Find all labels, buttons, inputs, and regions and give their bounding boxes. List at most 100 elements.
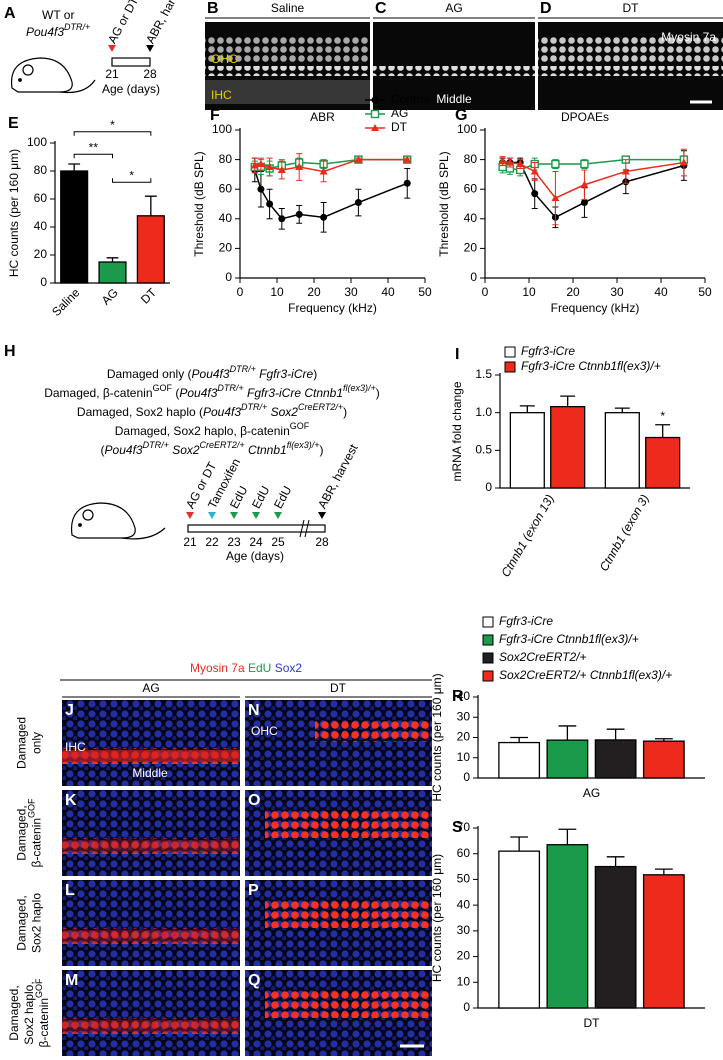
text-segment: ) <box>313 367 317 381</box>
panel-letter: H <box>4 343 16 360</box>
y-tick-label: 0 <box>463 1000 470 1014</box>
event-label: ABR, harvest <box>143 0 189 46</box>
point <box>266 200 274 208</box>
point <box>354 155 363 163</box>
column-header: AG <box>142 681 159 695</box>
text-segment: Damaged only ( <box>107 367 192 381</box>
superscript: fl(ex3)/+ <box>287 440 320 450</box>
row-label: only <box>30 732 44 754</box>
superscript: DTR/+ <box>64 22 90 32</box>
point <box>319 167 328 175</box>
chart-title: ABR <box>310 110 335 124</box>
x-tick-label: 20 <box>307 285 321 299</box>
panel-letter: S <box>452 819 463 836</box>
legend-label: DT <box>391 120 408 134</box>
point <box>580 180 589 188</box>
superscript: fl(ex3)/+ <box>343 383 376 393</box>
bar <box>546 739 589 779</box>
significance-bracket <box>73 131 152 136</box>
bar <box>642 740 685 779</box>
point <box>278 215 286 223</box>
y-tick-label: 1.5 <box>475 367 492 381</box>
image-label: Middle <box>436 92 472 106</box>
point <box>320 213 328 221</box>
superscript: GOF <box>34 978 44 998</box>
image-label: Myosin 7a <box>661 30 716 44</box>
y-tick-label: 70 <box>457 820 471 834</box>
panel-letter: E <box>8 115 19 132</box>
micrograph-ihc <box>62 928 240 944</box>
text-segment: Ctnnb1 <box>245 443 287 457</box>
superscript: DTR/+ <box>217 383 243 393</box>
row-label: β-cateninGOF <box>27 798 44 868</box>
x-tick-label: 50 <box>698 285 712 299</box>
y-tick-label: 10 <box>457 974 471 988</box>
x-tick-label: AG <box>583 786 600 800</box>
text-segment: Damaged, <box>15 805 29 860</box>
superscript: GOF <box>27 798 37 818</box>
micrograph-nuclei <box>62 790 240 876</box>
error-bar <box>614 407 630 413</box>
image-label: IHC <box>211 88 232 102</box>
micrograph-haze <box>205 80 370 104</box>
micrograph-ohc <box>265 990 432 1018</box>
superscript: GOF <box>290 421 310 431</box>
point <box>551 159 560 169</box>
point <box>621 167 630 175</box>
legend-swatch <box>482 616 494 628</box>
micrograph-ihc <box>62 838 240 854</box>
error-bar <box>654 868 673 875</box>
y-tick-label: 40 <box>219 211 233 225</box>
point <box>580 159 589 169</box>
point <box>505 158 514 166</box>
micrograph-cells <box>205 36 370 63</box>
age: 22 <box>205 535 219 549</box>
event-marker <box>208 512 216 519</box>
superscript: DTR/+ <box>143 440 169 450</box>
y-tick-label: 80 <box>464 152 478 166</box>
bar <box>498 741 541 779</box>
panel-letter: J <box>65 702 74 719</box>
point <box>403 179 411 187</box>
series-line <box>502 161 685 219</box>
x-tick-label: DT <box>138 285 160 307</box>
axis <box>484 128 705 279</box>
row-label: Damaged, <box>15 805 29 860</box>
x-axis-label: Frequency (kHz) <box>288 301 377 315</box>
bar <box>594 865 637 1009</box>
point <box>257 185 265 193</box>
text-segment: Sox2 haplo <box>30 893 44 953</box>
stain: Myosin 7a <box>190 661 245 675</box>
age: 24 <box>249 535 263 549</box>
axis-label: Age (days) <box>226 549 284 563</box>
point <box>371 124 379 131</box>
panel-letter: D <box>540 0 552 17</box>
micrograph-cells <box>373 66 535 76</box>
error-bar <box>144 195 157 216</box>
y-tick-label: 20 <box>457 949 471 963</box>
label: WT or <box>42 8 74 22</box>
text-segment: ) <box>319 443 323 457</box>
image-title: DT <box>623 1 640 15</box>
y-tick-label: 0.5 <box>475 443 492 457</box>
micrograph-cells <box>538 36 723 63</box>
superscript: GOF <box>153 383 173 393</box>
x-tick-label: 10 <box>522 285 536 299</box>
bar <box>550 405 586 489</box>
bar <box>509 412 545 489</box>
point <box>295 163 304 170</box>
point <box>498 157 507 165</box>
point <box>354 199 362 207</box>
error-bar <box>510 836 529 852</box>
row-label: Damaged <box>15 717 29 769</box>
text-segment: ( <box>101 443 105 457</box>
point <box>295 210 303 218</box>
chart-title: DPOAEs <box>561 110 609 124</box>
significance-label: * <box>129 168 134 182</box>
legend-swatch <box>482 670 494 682</box>
y-tick-label: 20 <box>219 241 233 255</box>
point <box>256 160 265 168</box>
image-title: AG <box>445 1 462 15</box>
bar <box>642 874 685 1009</box>
